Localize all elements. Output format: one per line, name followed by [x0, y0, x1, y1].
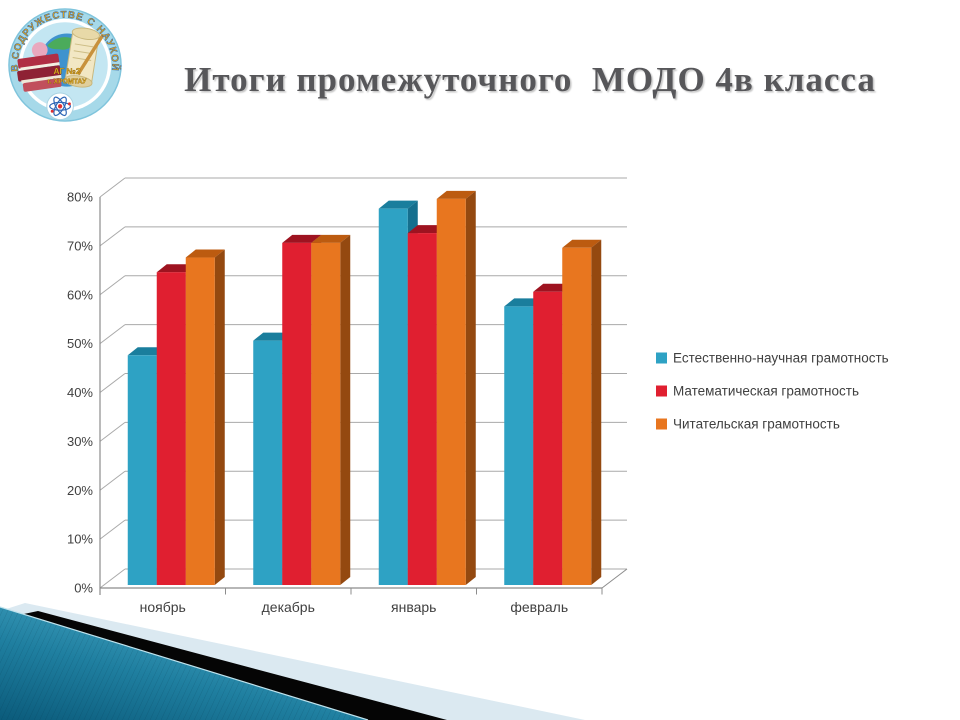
y-tick-diagonal: [99, 275, 126, 296]
bar-2-3: [562, 247, 592, 585]
bar-2-0: [185, 257, 215, 585]
logo-text-ag2: АГ №2: [53, 66, 80, 76]
y-axis-label: 10%: [67, 532, 93, 547]
corner-ribbon-edge-highlight: [0, 606, 369, 720]
legend-label: Естественно-научная грамотность: [673, 351, 889, 366]
bar-side-2-3: [591, 239, 602, 585]
logo-text-city: г. ХРОМТАУ: [48, 79, 88, 86]
legend-label: Математическая грамотность: [673, 384, 859, 399]
y-axis-label: 40%: [67, 385, 93, 400]
bar-side-2-0: [214, 249, 225, 585]
y-tick-diagonal: [99, 421, 126, 442]
legend-swatch: [656, 352, 667, 364]
atom-icon: [46, 92, 74, 121]
bar-side-2-1: [340, 234, 351, 585]
legend-swatch: [656, 385, 667, 397]
legend-swatch: [656, 418, 667, 430]
y-tick-diagonal: [99, 373, 126, 393]
bar-1-0: [156, 272, 186, 585]
y-tick-diagonal: [99, 324, 126, 345]
y-axis-label: 70%: [67, 238, 93, 253]
bar-side-2-2: [465, 190, 476, 585]
x-axis-label: ноябрь: [140, 599, 186, 615]
bar-top-1-1: [282, 234, 322, 243]
bar-0-1: [253, 340, 283, 585]
bar-top-2-3: [562, 239, 602, 248]
bar-2-2: [436, 198, 466, 585]
legend-label: Читательская грамотность: [673, 417, 840, 432]
bar-1-1: [282, 242, 312, 585]
y-axis-label: 50%: [67, 336, 93, 351]
apple-icon: [31, 42, 48, 58]
bar-top-2-1: [311, 234, 351, 243]
corner-decoration: [0, 603, 585, 720]
x-axis-label: январь: [391, 599, 436, 615]
bar-top-2-0: [185, 249, 225, 258]
scroll-icon: [64, 27, 105, 88]
y-axis-label: 20%: [67, 483, 93, 498]
books-icon: [17, 42, 62, 92]
y-axis-label: 30%: [67, 434, 93, 449]
y-tick-diagonal: [99, 568, 126, 589]
x-axis-label: февраль: [510, 599, 568, 615]
y-axis-label: 80%: [67, 190, 93, 205]
bar-top-0-2: [378, 200, 418, 209]
y-tick-diagonal: [99, 519, 126, 540]
bar-2-1: [311, 242, 341, 585]
y-axis-label: 60%: [67, 287, 93, 302]
x-axis-label: декабрь: [262, 599, 315, 615]
pencil-icon: [76, 33, 105, 76]
y-axis-label: 0%: [74, 581, 93, 596]
page-title: Итоги промежуточного МОДО 4в класса: [184, 60, 876, 99]
bar-0-3: [504, 306, 534, 585]
floor-right-edge: [601, 568, 628, 589]
bar-top-2-2: [436, 190, 476, 199]
school-logo: АГ №2 г. ХРОМТАУ В СОДРУЖЕСТВЕ С НАУКОЙ: [8, 8, 122, 122]
bar-0-0: [127, 355, 157, 585]
y-tick-diagonal: [99, 470, 126, 491]
y-tick-diagonal: [99, 177, 126, 198]
y-tick-diagonal: [99, 226, 126, 247]
bar-0-2: [378, 208, 408, 585]
bar-1-2: [407, 233, 437, 585]
bar-1-3: [533, 291, 563, 585]
